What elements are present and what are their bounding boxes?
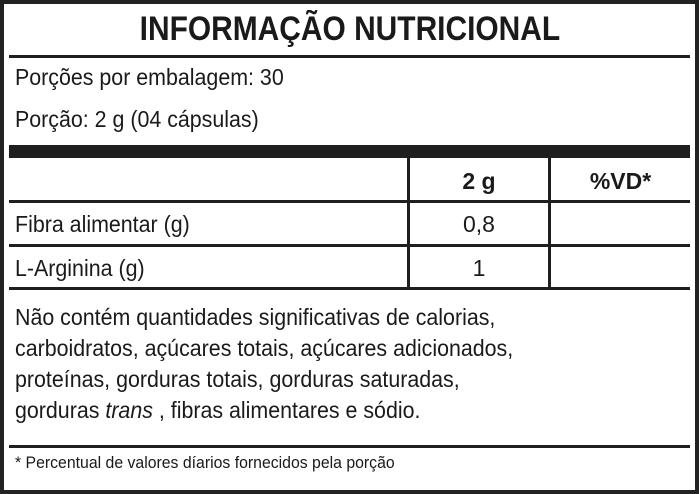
title-text: INFORMAÇÃO NUTRICIONAL: [139, 10, 560, 48]
title-divider: [9, 55, 690, 58]
trans-italic: trans: [105, 397, 153, 423]
serving-size: Porção: 2 g (04 cápsulas): [15, 106, 259, 132]
disclaimer-line: Não contém quantidades significativas de…: [15, 304, 496, 330]
disclaimer-line: gorduras trans , fibras alimentares e só…: [15, 395, 513, 426]
row-amount-fibra: 0,8: [463, 211, 495, 237]
thick-divider-bar: [9, 145, 690, 158]
row-name-fibra: Fibra alimentar (g): [15, 211, 190, 237]
footnote: * Percentual de valores díarios fornecid…: [15, 453, 395, 472]
disclaimer-line: carboidratos, açúcares totais, açúcares …: [15, 335, 514, 361]
servings-per-package: Porções por embalagem: 30: [15, 64, 284, 90]
label-title: INFORMAÇÃO NUTRICIONAL: [0, 10, 699, 49]
header-dv: %VD*: [589, 168, 652, 194]
row-divider: [9, 200, 690, 203]
footnote-divider: [9, 445, 690, 448]
row-amount-arginina: 1: [472, 255, 486, 281]
column-divider: [407, 158, 410, 289]
table-bottom-divider: [9, 287, 690, 290]
disclaimer-text: Não contém quantidades significativas de…: [15, 302, 513, 426]
row-divider: [9, 244, 690, 247]
row-name-arginina: L-Arginina (g): [15, 255, 145, 281]
disclaimer-line: proteínas, gorduras totais, gorduras sat…: [15, 366, 460, 392]
disclaimer-text-part: , fibras alimentares e sódio.: [152, 397, 421, 423]
disclaimer-text-part: gorduras: [15, 397, 106, 423]
column-divider: [548, 158, 551, 289]
header-amount: 2 g: [462, 168, 496, 194]
